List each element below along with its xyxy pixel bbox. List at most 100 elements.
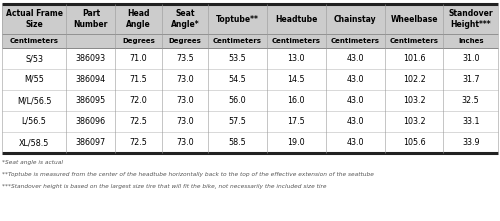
Bar [66, 4, 116, 48]
Bar [267, 48, 326, 69]
Text: S/53: S/53 [25, 54, 43, 63]
Bar [66, 48, 116, 69]
Text: Headtube: Headtube [275, 15, 318, 23]
Bar [2, 4, 66, 48]
Text: 72.5: 72.5 [130, 138, 148, 147]
Bar [384, 90, 444, 111]
Text: Degrees: Degrees [122, 38, 155, 44]
Text: 73.0: 73.0 [176, 138, 194, 147]
Text: 13.0: 13.0 [288, 54, 305, 63]
Text: 31.7: 31.7 [462, 75, 479, 84]
Bar [2, 90, 66, 111]
Bar [267, 111, 326, 132]
Bar [267, 4, 326, 48]
Text: 386096: 386096 [76, 117, 106, 126]
Bar [162, 48, 208, 69]
Bar [384, 69, 444, 90]
Bar [326, 4, 384, 48]
Bar [384, 111, 444, 132]
Text: 43.0: 43.0 [346, 75, 364, 84]
Bar [384, 132, 444, 153]
Bar [66, 111, 116, 132]
Text: L/56.5: L/56.5 [22, 117, 46, 126]
Text: ***Standover height is based on the largest size tire that will fit the bike, no: ***Standover height is based on the larg… [2, 184, 326, 189]
Bar [267, 90, 326, 111]
Text: Inches: Inches [458, 38, 483, 44]
Text: 71.5: 71.5 [130, 75, 148, 84]
Text: Degrees: Degrees [168, 38, 202, 44]
Text: Centimeters: Centimeters [390, 38, 438, 44]
Bar [326, 48, 384, 69]
Text: Toptube**: Toptube** [216, 15, 259, 23]
Bar [116, 90, 162, 111]
Bar [162, 111, 208, 132]
Text: Actual Frame
Size: Actual Frame Size [6, 9, 62, 29]
Text: 54.5: 54.5 [228, 75, 246, 84]
Text: 73.0: 73.0 [176, 117, 194, 126]
Bar [208, 111, 267, 132]
Text: 73.0: 73.0 [176, 75, 194, 84]
Bar [384, 4, 444, 48]
Text: 43.0: 43.0 [346, 96, 364, 105]
Text: 14.5: 14.5 [288, 75, 305, 84]
Bar [208, 48, 267, 69]
Text: 73.5: 73.5 [176, 54, 194, 63]
Bar [444, 132, 498, 153]
Text: 101.6: 101.6 [403, 54, 425, 63]
Bar [66, 69, 116, 90]
Text: Seat
Angle*: Seat Angle* [170, 9, 199, 29]
Text: 386093: 386093 [76, 54, 106, 63]
Bar [116, 69, 162, 90]
Bar [326, 69, 384, 90]
Bar [208, 132, 267, 153]
Text: Centimeters: Centimeters [213, 38, 262, 44]
Bar [162, 69, 208, 90]
Text: 43.0: 43.0 [346, 54, 364, 63]
Text: 57.5: 57.5 [228, 117, 246, 126]
Text: 386097: 386097 [76, 138, 106, 147]
Text: 73.0: 73.0 [176, 96, 194, 105]
Text: 386094: 386094 [76, 75, 106, 84]
Bar [162, 132, 208, 153]
Text: 31.0: 31.0 [462, 54, 479, 63]
Text: Standover
Height***: Standover Height*** [448, 9, 493, 29]
Bar [116, 111, 162, 132]
Text: 58.5: 58.5 [228, 138, 246, 147]
Text: 33.9: 33.9 [462, 138, 479, 147]
Bar [444, 48, 498, 69]
Bar [2, 132, 66, 153]
Text: Centimeters: Centimeters [272, 38, 321, 44]
Bar [116, 48, 162, 69]
Text: 72.0: 72.0 [130, 96, 148, 105]
Bar [2, 69, 66, 90]
Bar [2, 111, 66, 132]
Text: Centimeters: Centimeters [330, 38, 380, 44]
Text: 71.0: 71.0 [130, 54, 148, 63]
Text: 72.5: 72.5 [130, 117, 148, 126]
Bar [326, 132, 384, 153]
Text: Wheelbase: Wheelbase [390, 15, 438, 23]
Bar [162, 90, 208, 111]
Bar [326, 90, 384, 111]
Text: Head
Angle: Head Angle [126, 9, 151, 29]
Text: M/L/56.5: M/L/56.5 [17, 96, 51, 105]
Text: M/55: M/55 [24, 75, 44, 84]
Bar [267, 69, 326, 90]
Text: 105.6: 105.6 [402, 138, 425, 147]
Bar [66, 90, 116, 111]
Bar [444, 69, 498, 90]
Text: Centimeters: Centimeters [10, 38, 58, 44]
Text: Chainstay: Chainstay [334, 15, 376, 23]
Bar [208, 69, 267, 90]
Text: 103.2: 103.2 [402, 96, 425, 105]
Text: 53.5: 53.5 [228, 54, 246, 63]
Bar [162, 4, 208, 48]
Bar [384, 48, 444, 69]
Bar [66, 132, 116, 153]
Text: Part
Number: Part Number [74, 9, 108, 29]
Bar [267, 132, 326, 153]
Bar [208, 90, 267, 111]
Text: 33.1: 33.1 [462, 117, 479, 126]
Text: 17.5: 17.5 [288, 117, 305, 126]
Bar [326, 111, 384, 132]
